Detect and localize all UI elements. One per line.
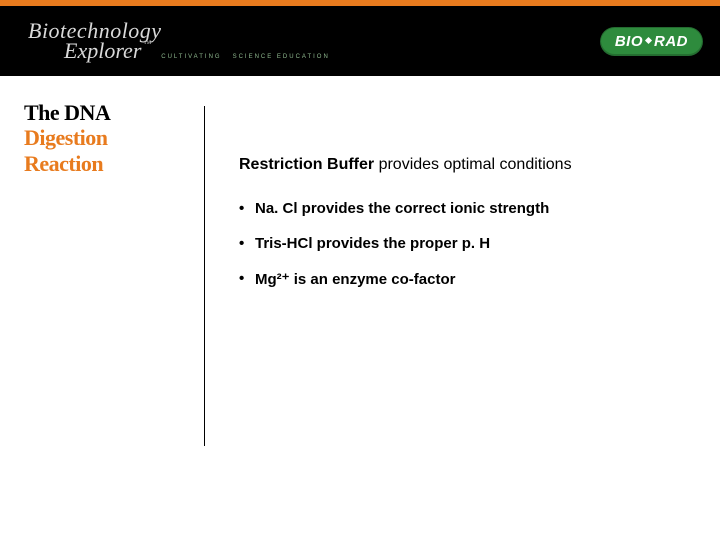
slide-content: The DNA Digestion Reaction Restriction B… bbox=[0, 76, 720, 540]
biorad-dot-icon bbox=[645, 37, 652, 44]
slide-title: The DNA Digestion Reaction bbox=[24, 100, 190, 176]
lead-rest: provides optimal conditions bbox=[374, 156, 571, 173]
list-item: Na. Cl provides the correct ionic streng… bbox=[239, 200, 696, 217]
header-bar: Biotechnology Explorer™ CULTIVATING SCIE… bbox=[0, 0, 720, 76]
bullet-list: Na. Cl provides the correct ionic streng… bbox=[239, 200, 696, 288]
header-body: Biotechnology Explorer™ CULTIVATING SCIE… bbox=[0, 6, 720, 76]
title-line1: The DNA bbox=[24, 100, 190, 125]
biorad-text-right: RAD bbox=[654, 33, 688, 50]
list-item: Mg²⁺ is an enzyme co-factor bbox=[239, 270, 696, 288]
lead-bold: Restriction Buffer bbox=[239, 156, 374, 173]
brand-line2: Explorer™ bbox=[64, 40, 151, 62]
lead-text: Restriction Buffer provides optimal cond… bbox=[239, 156, 696, 174]
biorad-logo: BIO RAD bbox=[601, 28, 702, 55]
brand-tagline: CULTIVATING SCIENCE EDUCATION bbox=[161, 54, 330, 60]
brand-block: Biotechnology Explorer™ CULTIVATING SCIE… bbox=[28, 20, 330, 62]
title-line3: Reaction bbox=[24, 151, 190, 176]
trademark-icon: ™ bbox=[143, 39, 151, 48]
list-item: Tris-HCl provides the proper p. H bbox=[239, 235, 696, 252]
body-column: Restriction Buffer provides optimal cond… bbox=[205, 100, 720, 540]
biorad-text-left: BIO bbox=[615, 33, 643, 50]
title-line2: Digestion bbox=[24, 125, 190, 150]
title-column: The DNA Digestion Reaction bbox=[24, 100, 204, 540]
